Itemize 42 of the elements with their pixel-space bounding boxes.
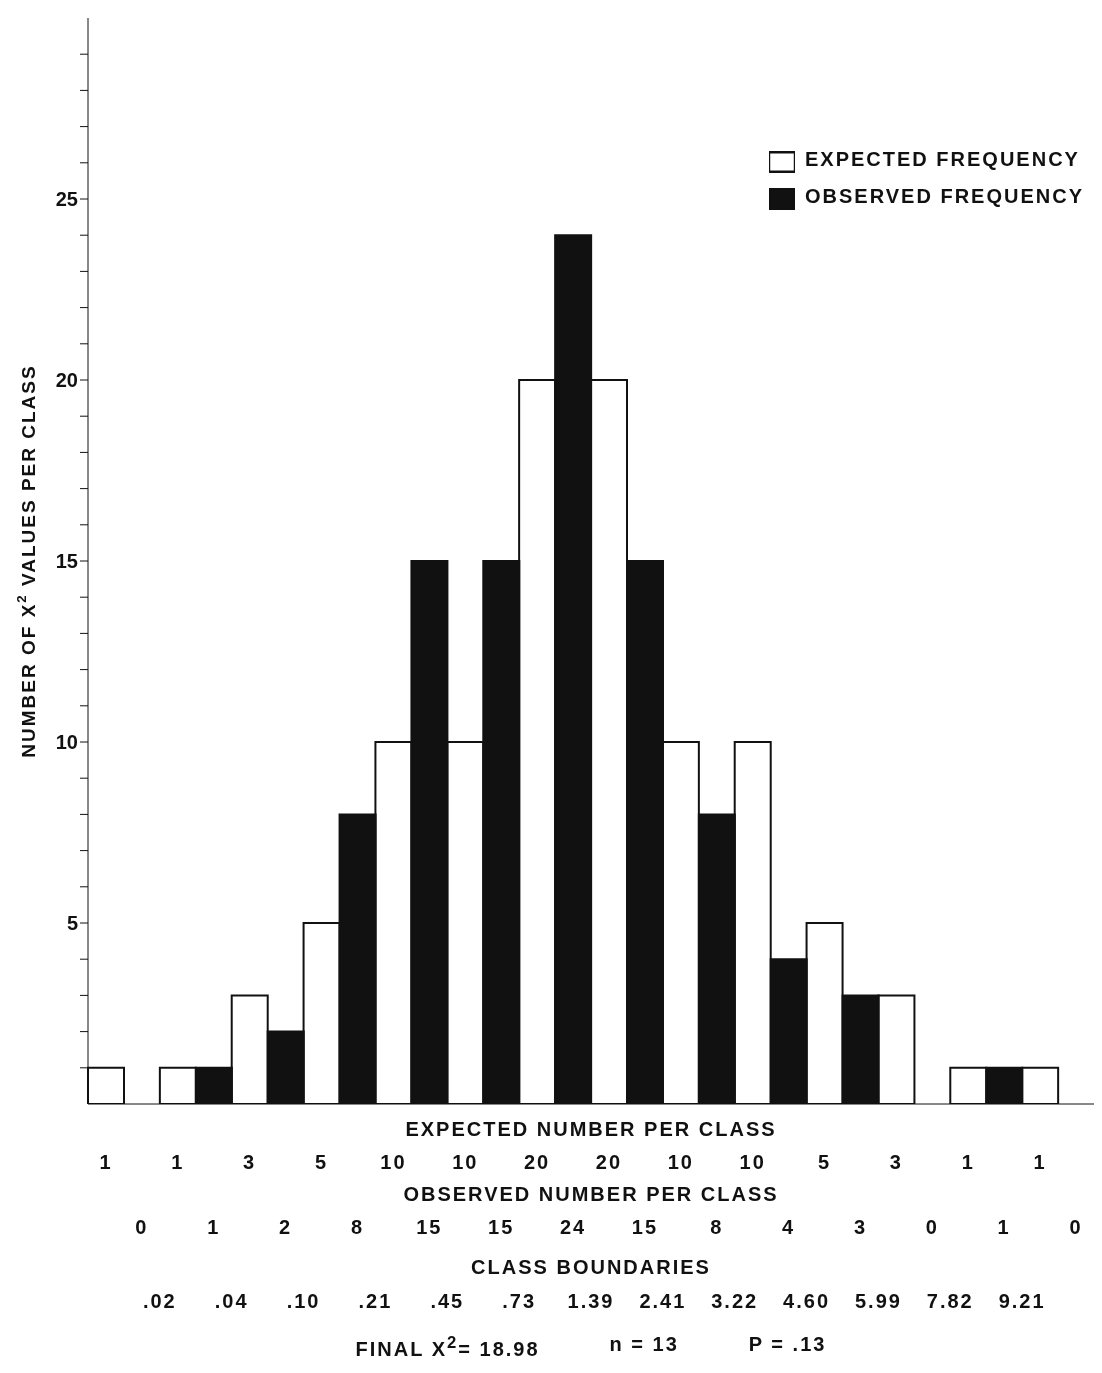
data-label: 1 [98,1151,114,1174]
data-label: 8 [709,1216,725,1239]
data-label: 0 [924,1216,940,1239]
legend-label: EXPECTED FREQUENCY [804,148,1080,170]
data-label: 3 [242,1151,258,1174]
data-label: 1 [170,1151,186,1174]
data-label: 24 [558,1216,588,1239]
data-label: 4 [781,1216,797,1239]
text: OBSERVED NUMBER PER CLASS [402,1183,780,1206]
data-label: 3 [888,1151,904,1174]
data-label: 10 [666,1151,695,1174]
data-label: 5 [313,1151,330,1174]
data-label: 10 [738,1151,767,1174]
legend-label: OBSERVED FREQUENCY [804,184,1084,207]
text: CLASS BOUNDARIES [470,1256,712,1279]
text: P = .13 [748,1333,827,1357]
y-tick-label: 10 [55,731,78,754]
data-label: 0 [1068,1216,1084,1239]
text: FINAL X$^{2}$= 18.98 [355,1333,540,1361]
data-label: 10 [451,1151,480,1174]
data-label: 3 [852,1216,868,1239]
data-label: 15 [415,1216,444,1239]
data-label: 15 [630,1216,659,1239]
data-label: 15 [487,1216,516,1239]
data-label: 5 [816,1151,833,1174]
y-tick-label: 25 [55,188,78,211]
y-tick-label: 15 [55,550,78,573]
data-label: 20 [522,1151,552,1174]
data-label: 8 [349,1216,365,1239]
data-label: 1 [996,1216,1012,1239]
text: .02 .04 .10 .21 .45 .73 1.39 2.41 3.22 4.60 5.99 7.82 9.21 [142,1290,1046,1312]
data-label: 0 [134,1216,150,1239]
y-tick-label: 5 [66,912,78,935]
y-tick-label: 20 [55,369,78,392]
data-label: 1 [1032,1151,1048,1174]
data-label: 20 [594,1151,624,1174]
text: n = 13 [609,1333,679,1357]
data-label: 10 [379,1151,408,1174]
data-label: 1 [960,1151,976,1174]
data-label: 2 [278,1216,294,1239]
text: EXPECTED NUMBER PER CLASS [404,1118,778,1141]
data-label: 1 [206,1216,222,1239]
